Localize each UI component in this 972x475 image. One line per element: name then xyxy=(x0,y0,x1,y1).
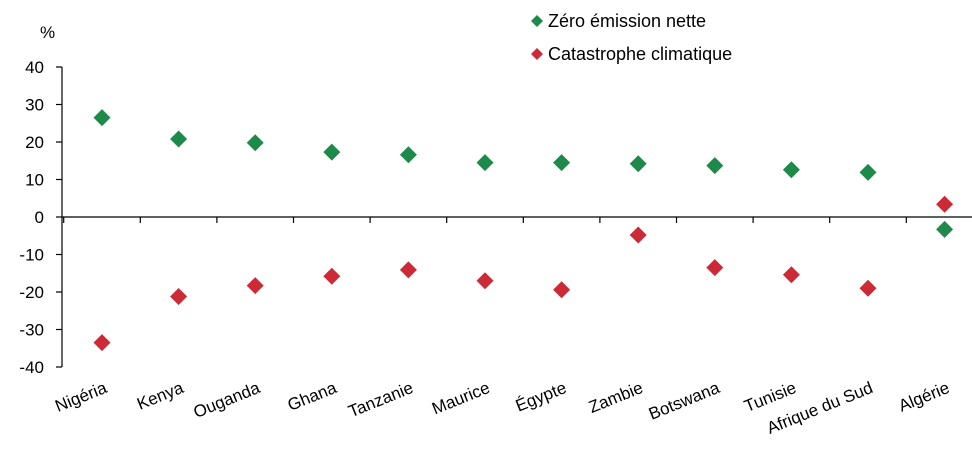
x-category-label: Tanzanie xyxy=(346,378,416,421)
point-climate-catastrophe xyxy=(476,272,494,290)
point-climate-catastrophe xyxy=(782,266,800,284)
x-category-label: Maurice xyxy=(429,378,492,418)
x-category-label: Égypte xyxy=(513,378,569,415)
x-label-group: Nigéria Kenya Ouganda Ghana Tanzanie Maurice É… xyxy=(52,378,952,438)
legend-label-climate-catastrophe: Catastrophe climatique xyxy=(548,44,732,64)
point-zero-emission xyxy=(170,130,188,148)
point-zero-emission xyxy=(93,109,111,127)
point-zero-emission xyxy=(859,163,877,181)
point-zero-emission xyxy=(476,154,494,172)
y-tick-label: -10 xyxy=(19,246,44,265)
x-category-label: Zambie xyxy=(586,378,646,417)
point-climate-catastrophe xyxy=(246,277,264,295)
y-tick-label: 10 xyxy=(25,171,44,190)
x-category-label: Nigéria xyxy=(52,378,110,416)
y-tick-label: 20 xyxy=(25,133,44,152)
y-tick-label: 40 xyxy=(25,58,44,77)
x-category-label: Ouganda xyxy=(191,378,263,422)
x-category-label: Ghana xyxy=(285,378,340,415)
y-tick-label: 0 xyxy=(35,208,44,227)
y-tick-label: -30 xyxy=(19,321,44,340)
point-zero-emission xyxy=(782,161,800,179)
y-tick-label: -40 xyxy=(19,358,44,377)
x-tick-group xyxy=(63,217,907,223)
point-climate-catastrophe xyxy=(323,267,341,285)
point-climate-catastrophe xyxy=(170,288,188,305)
x-category-label: Algérie xyxy=(896,378,952,415)
point-climate-catastrophe xyxy=(553,281,571,299)
y-unit-label: % xyxy=(40,23,55,42)
point-climate-catastrophe xyxy=(93,334,111,352)
legend-label-zero-emission: Zéro émission nette xyxy=(548,11,706,31)
y-tick-label: -20 xyxy=(19,283,44,302)
point-climate-catastrophe xyxy=(706,259,724,277)
point-zero-emission xyxy=(246,134,264,152)
point-climate-catastrophe xyxy=(629,226,647,244)
data-points xyxy=(93,109,954,352)
y-tick-group: 40 30 20 10 0 -10 -20 -30 -40 xyxy=(19,58,62,377)
legend-marker-climate-catastrophe xyxy=(531,48,543,60)
x-category-label: Kenya xyxy=(134,378,186,414)
point-zero-emission xyxy=(323,143,341,161)
x-category-label: Botswana xyxy=(646,378,723,424)
point-zero-emission xyxy=(629,155,647,173)
point-zero-emission xyxy=(936,220,954,238)
point-climate-catastrophe xyxy=(936,195,954,213)
point-climate-catastrophe xyxy=(399,261,417,279)
point-zero-emission xyxy=(706,157,724,175)
point-zero-emission xyxy=(399,146,417,164)
y-tick-label: 30 xyxy=(25,96,44,115)
point-zero-emission xyxy=(553,154,571,172)
legend-marker-zero-emission xyxy=(531,15,543,27)
point-climate-catastrophe xyxy=(859,279,877,297)
legend: Zéro émission nette Catastrophe climatiq… xyxy=(531,11,732,64)
